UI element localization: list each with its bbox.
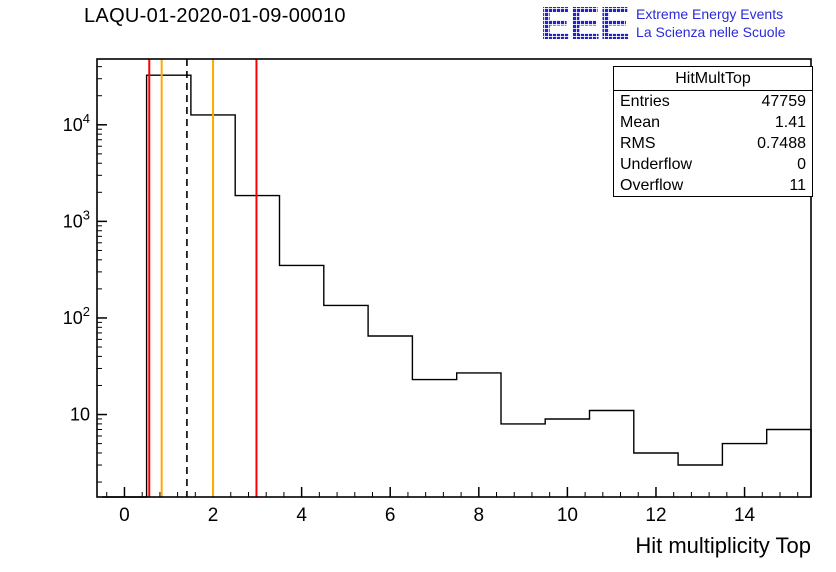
stats-label: Overflow bbox=[620, 177, 684, 194]
svg-text:104: 104 bbox=[63, 111, 90, 135]
plot-frame bbox=[96, 58, 812, 498]
stats-value: 1.41 bbox=[774, 114, 806, 131]
plot-title: LAQU-01-2020-01-09-00010 bbox=[84, 5, 346, 27]
svg-text:6: 6 bbox=[385, 505, 396, 526]
stats-row: Underflow 0 bbox=[614, 154, 812, 175]
svg-text:10: 10 bbox=[557, 505, 578, 526]
svg-text:2: 2 bbox=[208, 505, 219, 526]
stats-label: RMS bbox=[620, 135, 656, 152]
svg-text:4: 4 bbox=[296, 505, 307, 526]
axis-ticks bbox=[97, 66, 799, 497]
stats-box: HitMultTop Entries 47759 Mean 1.41 RMS 0… bbox=[613, 66, 813, 197]
eee-logo: EEE Extreme Energy Events La Scienza nel… bbox=[540, 0, 785, 49]
stats-title: HitMultTop bbox=[614, 67, 812, 91]
stats-label: Underflow bbox=[620, 156, 693, 173]
stats-row: Entries 47759 bbox=[614, 91, 812, 112]
eee-logo-caption: Extreme Energy Events La Scienza nelle S… bbox=[636, 5, 785, 41]
eee-logo-line2: La Scienza nelle Scuole bbox=[636, 24, 786, 40]
stats-row: RMS 0.7488 bbox=[614, 133, 812, 154]
stats-value: 47759 bbox=[761, 93, 807, 110]
svg-text:8: 8 bbox=[474, 505, 485, 526]
stats-value: 0 bbox=[797, 156, 806, 173]
x-axis-title: Hit multiplicity Top bbox=[635, 533, 811, 558]
svg-text:102: 102 bbox=[63, 304, 90, 328]
svg-text:14: 14 bbox=[734, 505, 756, 526]
stats-value: 11 bbox=[789, 177, 806, 194]
svg-text:10: 10 bbox=[70, 405, 90, 425]
histogram-step-line bbox=[102, 74, 812, 498]
stats-label: Mean bbox=[620, 114, 661, 131]
stats-value: 0.7488 bbox=[757, 135, 806, 152]
svg-text:0: 0 bbox=[119, 505, 130, 526]
stats-label: Entries bbox=[620, 93, 670, 110]
eee-logo-letters: EEE bbox=[540, 0, 630, 49]
svg-text:103: 103 bbox=[63, 207, 90, 231]
stats-row: Mean 1.41 bbox=[614, 112, 812, 133]
eee-logo-line1: Extreme Energy Events bbox=[636, 6, 784, 22]
stats-row: Overflow 11 bbox=[614, 175, 812, 196]
svg-text:12: 12 bbox=[645, 505, 666, 526]
